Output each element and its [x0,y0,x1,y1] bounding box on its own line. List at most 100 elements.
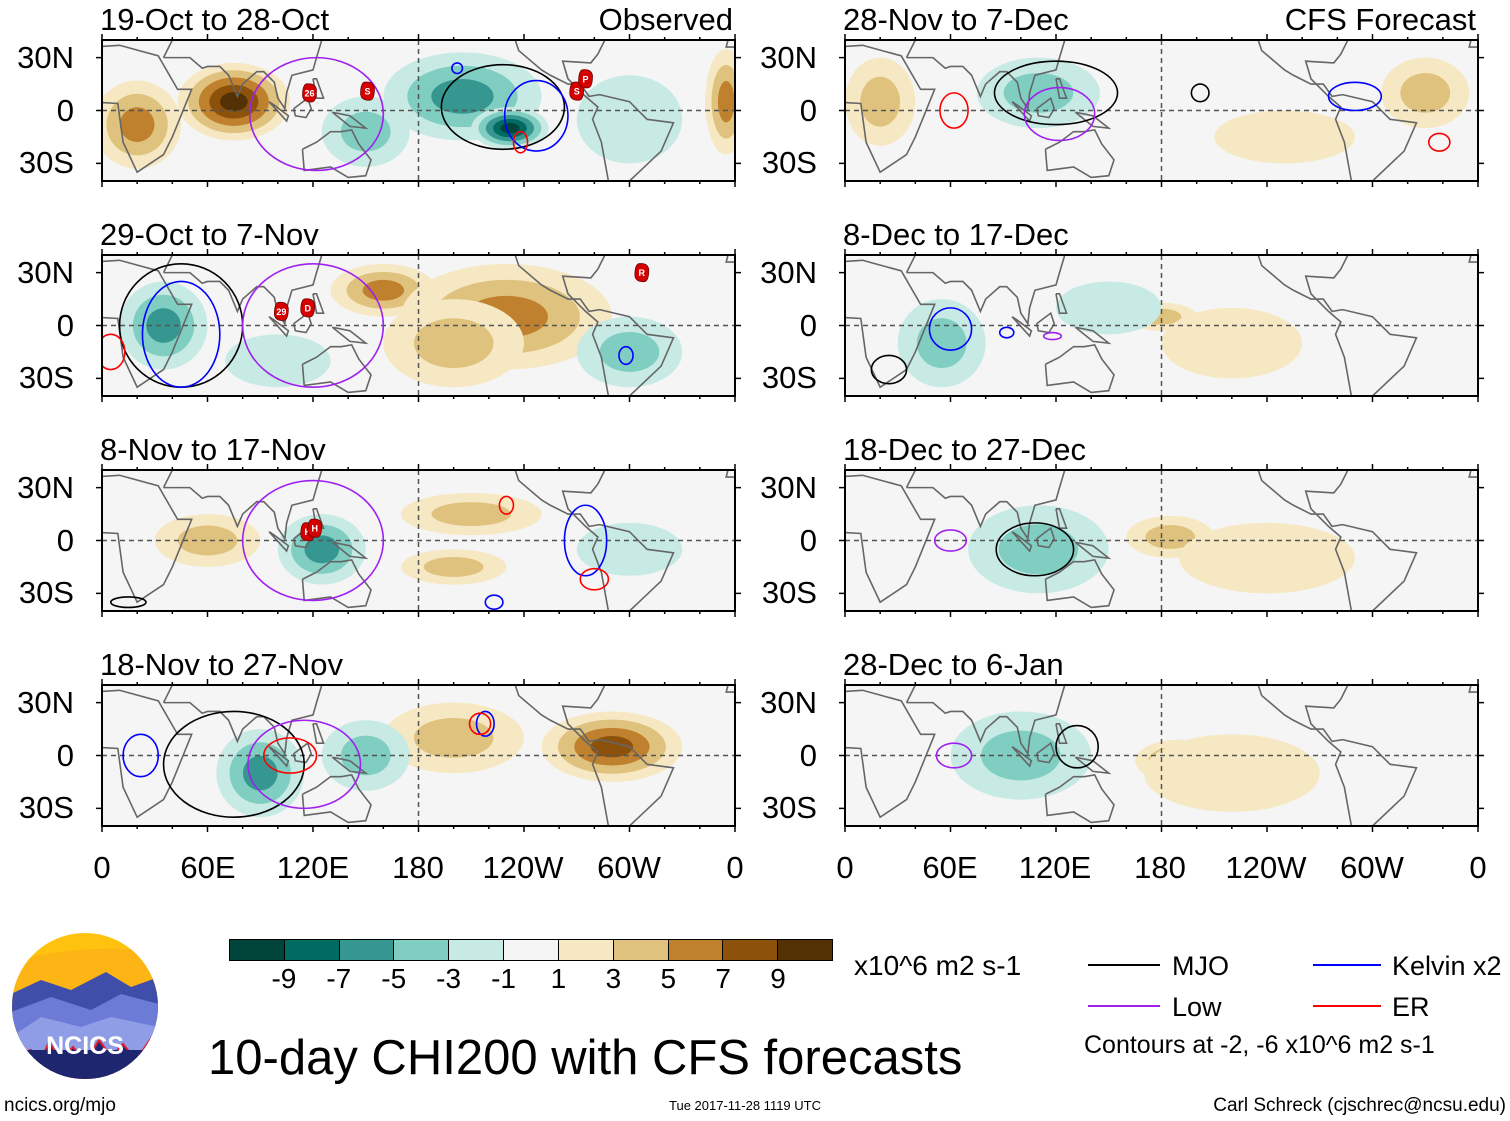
colorbar [229,939,833,961]
storm-label: H [312,524,319,534]
er-contour [102,333,126,371]
lon-label: 180 [1134,850,1186,885]
coastline [1011,531,1033,553]
map-panel [839,679,1484,832]
lon-label: 120W [1225,850,1307,885]
coastline [1468,40,1478,48]
coastline [1257,40,1418,181]
lat-label: 0 [799,92,817,128]
coastline [514,255,675,396]
kelvin-contour [503,79,569,152]
lat-label: 0 [799,522,817,558]
kelvin-contour [618,345,634,366]
lon-label: 120E [276,850,350,885]
panel-title: 19-Oct to 28-Oct [100,2,330,37]
coastline [102,474,193,604]
lat-label: 30N [760,39,817,75]
coastline [725,40,735,48]
coastline [1074,756,1112,775]
anomaly-shading [146,308,181,343]
coastline [162,685,323,757]
coastline [331,326,369,345]
lat-label: 0 [56,307,74,343]
colorbar-tick-label: -5 [381,963,407,994]
anomaly-shading [220,92,248,112]
colorbar-tick-label: -3 [436,963,462,994]
lat-label: 0 [799,737,817,773]
er-contour [939,92,969,129]
lat-label: 30S [761,360,817,396]
lon-label: 60W [1340,850,1404,885]
tropical-cyclone-icon: H [307,518,323,538]
lat-label: 0 [56,522,74,558]
colorbar-tick-label: -9 [271,963,297,994]
coastline [1468,685,1478,693]
legend-low-line [1088,1005,1160,1007]
coastline [331,541,369,560]
mjo-contour [440,63,566,151]
colorbar-swatch [338,940,394,960]
storm-label: 26 [304,88,314,98]
map-panel: 26 S SP [96,34,741,187]
anomaly-shading [916,318,967,369]
coastline [514,40,675,181]
colorbar-tick-label: 5 [660,963,677,994]
coastline [1044,559,1115,609]
lat-label: 30N [760,254,817,290]
coastline [102,689,193,819]
anomaly-shading [860,76,901,127]
storm-label: 29 [276,307,286,317]
lat-label: 30S [761,790,817,826]
map-panel [96,679,741,832]
storm-label: P [583,74,589,84]
lat-label: 0 [799,307,817,343]
mjo-contour [993,60,1119,126]
legend-mjo-line [1088,964,1160,966]
colorbar-swatch [393,940,449,960]
logo-text: NCICS [46,1032,124,1060]
panel-title: 28-Nov to 7-Dec [843,2,1069,37]
er-contour [498,495,515,515]
low-contour [1023,86,1096,142]
storm-label: S [365,87,371,97]
kelvin-contour [928,307,973,351]
tropical-cyclone-icon: R [634,263,650,283]
colorbar-swatch [230,940,284,960]
legend-kelvin-label: Kelvin x2 [1392,951,1502,981]
anomaly-shading [119,107,155,142]
coastline [1257,255,1418,396]
coastline [1035,311,1056,334]
map-panel: 29 D R [96,249,741,402]
map-panel: KH [96,464,741,617]
contour-note: Contours at -2, -6 x10^6 m2 s-1 [1084,1031,1435,1059]
lat-label: 30S [761,145,817,181]
coastline [1044,344,1115,394]
lat-label: 30S [761,575,817,611]
observed-label: Observed [598,2,733,37]
lon-label: 0 [93,850,111,885]
coastline [905,470,1066,542]
coastline [1074,541,1112,560]
cyclone-symbol [578,69,593,89]
cyclone-symbol [360,81,375,101]
coastline [1011,746,1033,768]
anomaly-shading [1179,522,1355,594]
map-panel [839,464,1484,617]
cyclone-symbol [307,518,323,538]
panel-title: 8-Nov to 17-Nov [100,432,326,467]
site-link[interactable]: ncics.org/mjo [4,1095,116,1116]
coastline [1055,77,1068,99]
coastline [1468,470,1478,478]
lat-label: 30S [18,360,74,396]
author-credit: Carl Schreck (cjschrec@ncsu.edu) [1213,1095,1506,1116]
coastline [905,40,1066,112]
legend-mjo-label: MJO [1172,951,1229,981]
anomaly-shading [431,502,512,527]
cyclone-symbol [274,301,289,321]
er-contour [579,567,610,591]
coastline [162,470,323,542]
tropical-cyclone-icon: P [578,69,593,89]
legend-er-label: ER [1392,992,1430,1022]
cyclone-symbol [300,298,316,318]
anomaly-shading [304,535,340,564]
